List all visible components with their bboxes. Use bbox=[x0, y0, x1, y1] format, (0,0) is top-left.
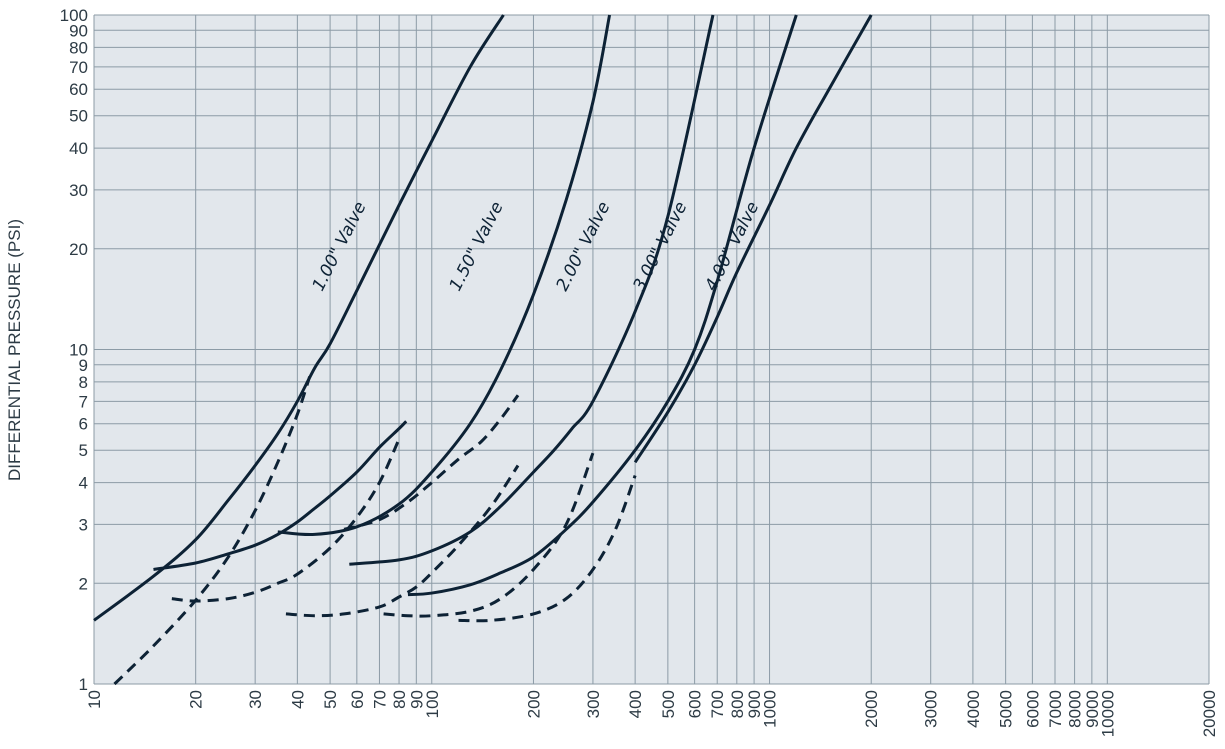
x-tick-label: 200 bbox=[524, 690, 543, 718]
solid-series-line bbox=[633, 14, 873, 464]
solid-series-line bbox=[407, 14, 798, 597]
y-tick-label: 60 bbox=[69, 80, 88, 99]
dashed-series-line bbox=[171, 438, 401, 603]
y-tick-label: 2 bbox=[79, 574, 88, 593]
dashed-series-line bbox=[285, 464, 520, 618]
y-tick-label: 4 bbox=[79, 474, 88, 493]
x-tick-label: 70 bbox=[370, 690, 389, 709]
x-tick-label: 6000 bbox=[1023, 690, 1042, 728]
y-tick-label: 9 bbox=[79, 356, 88, 375]
y-tick-label: 3 bbox=[79, 515, 88, 534]
x-tick-label: 7000 bbox=[1046, 690, 1065, 728]
x-tick-label: 20 bbox=[187, 690, 206, 709]
x-tick-label: 60 bbox=[348, 690, 367, 709]
x-tick-label: 3000 bbox=[922, 690, 941, 728]
x-tick-label: 900 bbox=[745, 690, 764, 718]
x-tick-label: 1000 bbox=[761, 690, 780, 728]
x-tick-label: 4000 bbox=[964, 690, 983, 728]
y-tick-label: 10 bbox=[69, 341, 88, 360]
x-tick-label: 400 bbox=[626, 690, 645, 718]
x-tick-label: 500 bbox=[659, 690, 678, 718]
y-tick-label: 70 bbox=[69, 58, 88, 77]
x-tick-label: 90 bbox=[407, 690, 426, 709]
x-tick-label: 30 bbox=[246, 690, 265, 709]
y-tick-label: 50 bbox=[69, 107, 88, 126]
dashed-series-line bbox=[458, 475, 637, 623]
x-tick-label: 100 bbox=[423, 690, 442, 718]
x-tick-label: 600 bbox=[686, 690, 705, 718]
y-tick-label: 7 bbox=[79, 392, 88, 411]
x-tick-label: 80 bbox=[390, 690, 409, 709]
dashed-series-line bbox=[383, 452, 595, 618]
grid bbox=[93, 14, 1210, 685]
x-tick-label: 10000 bbox=[1098, 690, 1117, 737]
x-tick-label: 2000 bbox=[862, 690, 881, 728]
y-tick-label: 1 bbox=[79, 675, 88, 694]
solid-series-line bbox=[93, 14, 505, 622]
y-tick-label: 100 bbox=[60, 6, 88, 25]
y-tick-label: 90 bbox=[69, 21, 88, 40]
y-axis-label: DIFFERENTIAL PRESSURE (PSI) bbox=[5, 219, 24, 481]
x-tick-label: 50 bbox=[321, 690, 340, 709]
x-tick-label: 10 bbox=[85, 690, 104, 709]
dashed-series-line bbox=[343, 394, 520, 531]
x-tick-label: 9000 bbox=[1083, 690, 1102, 728]
x-tick-label: 40 bbox=[288, 690, 307, 709]
y-tick-label: 20 bbox=[69, 240, 88, 259]
y-tick-label: 40 bbox=[69, 139, 88, 158]
solid-series-line bbox=[153, 420, 408, 571]
x-tick-label: 5000 bbox=[997, 690, 1016, 728]
x-tick-label: 700 bbox=[708, 690, 727, 718]
x-tick-label: 800 bbox=[728, 690, 747, 718]
x-tick-label: 8000 bbox=[1066, 690, 1085, 728]
y-tick-label: 80 bbox=[69, 38, 88, 57]
y-tick-label: 6 bbox=[79, 415, 88, 434]
series-lines bbox=[93, 14, 873, 686]
y-tick-label: 8 bbox=[79, 373, 88, 392]
x-tick-label: 20000 bbox=[1200, 690, 1219, 737]
x-tick-label: 300 bbox=[584, 690, 603, 718]
solid-series-line bbox=[349, 14, 715, 566]
dashed-series-line bbox=[113, 376, 312, 686]
y-tick-label: 30 bbox=[69, 181, 88, 200]
y-tick-label: 5 bbox=[79, 441, 88, 460]
